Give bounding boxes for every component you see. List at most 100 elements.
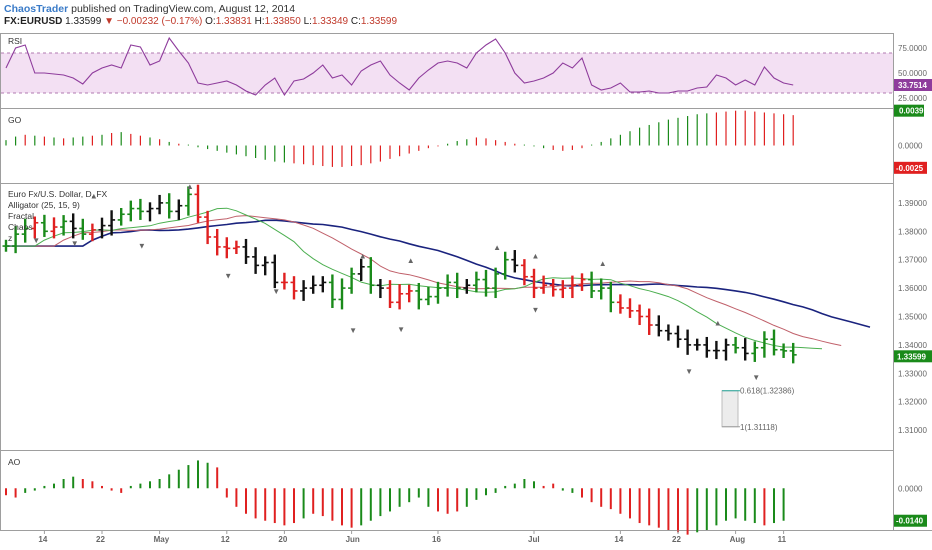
- close-label: C:: [350, 16, 361, 27]
- author-link[interactable]: ChaosTrader: [4, 3, 69, 15]
- price-bar: [444, 274, 452, 297]
- price-bar: [415, 282, 423, 310]
- ao-title: AO: [8, 457, 21, 467]
- symbol-name[interactable]: FX:EURUSD: [4, 16, 63, 27]
- price-bar: [357, 258, 365, 281]
- price-bar: [434, 281, 442, 304]
- price-bar: [261, 256, 269, 276]
- rsi-tick-label: 50.0000: [898, 69, 927, 78]
- time-axis-label: 20: [278, 535, 287, 544]
- price-bar: [674, 325, 682, 348]
- price-tick-label: 1.39000: [898, 199, 927, 208]
- price-bar: [386, 280, 394, 308]
- price-bar: [741, 338, 749, 361]
- price-bar: [69, 213, 77, 239]
- fractal-down-marker: ▼: [349, 326, 357, 335]
- price-bar: [655, 315, 663, 337]
- low-value: 1.33349: [311, 16, 349, 27]
- fractal-up-marker: ▲: [359, 251, 367, 260]
- price-bar: [751, 341, 759, 362]
- price-bar: [588, 271, 596, 299]
- price-last-badge: [894, 350, 932, 363]
- price-bar: [367, 257, 375, 294]
- price-bar: [271, 254, 279, 289]
- go-last-down-label: -0.0025: [896, 164, 924, 173]
- price-bar: [156, 194, 164, 215]
- time-axis-label: 22: [672, 535, 681, 544]
- go-up-badge: [894, 104, 924, 117]
- time-axis-label: Aug: [730, 535, 746, 544]
- fractal-up-marker: ▲: [532, 251, 540, 260]
- price-bar: [722, 338, 730, 361]
- rsi-tick-label: 75.0000: [898, 44, 927, 53]
- ao-last-label: -0.0140: [896, 517, 924, 526]
- time-axis-label: 11: [778, 535, 787, 544]
- price-bar: [98, 217, 106, 239]
- price-bar: [88, 223, 96, 242]
- price-legend-item: z: [8, 233, 12, 243]
- time-axis-label: 16: [432, 535, 441, 544]
- price-bar: [184, 186, 192, 216]
- go-last-up-label: 0.0039: [899, 107, 924, 116]
- time-axis-label: 22: [96, 535, 105, 544]
- rsi-last-label: 33.7514: [898, 81, 927, 90]
- price-bar: [626, 298, 634, 318]
- pane-frame: [0, 108, 894, 184]
- price-bar: [760, 331, 768, 358]
- time-axis-label: 12: [221, 535, 230, 544]
- price-bar: [501, 251, 509, 280]
- price-bar: [540, 275, 548, 294]
- fractal-down-marker: ▼: [138, 241, 146, 250]
- price-bar: [252, 247, 260, 274]
- alligator-lips-line: [6, 207, 823, 350]
- price-bar: [175, 199, 183, 220]
- fractal-up-marker: ▲: [90, 192, 98, 201]
- price-tick-label: 1.35000: [898, 313, 927, 322]
- rsi-tick-label: 25.0000: [898, 94, 927, 103]
- price-bar: [2, 239, 10, 252]
- price-change: −0.00232 (−0.17%): [116, 16, 203, 27]
- rsi-last-badge: [894, 79, 932, 91]
- go-down-badge: [894, 161, 927, 174]
- price-bar: [530, 268, 538, 299]
- price-tick-label: 1.33000: [898, 369, 927, 378]
- price-bar: [492, 267, 500, 299]
- time-axis-label: 14: [614, 535, 623, 544]
- last-price: 1.33599: [65, 16, 102, 27]
- price-bar: [453, 272, 461, 299]
- price-bar: [578, 273, 586, 291]
- price-bar: [50, 217, 58, 239]
- price-bar: [376, 279, 384, 299]
- rsi-line: [5, 36, 794, 97]
- fractal-down-marker: ▼: [752, 373, 760, 382]
- close-value: 1.33599: [360, 16, 398, 27]
- fractal-down-marker: ▼: [532, 306, 540, 315]
- price-bar: [405, 284, 413, 303]
- fractal-down-marker: ▼: [71, 239, 79, 248]
- open-value: 1.33831: [215, 16, 252, 27]
- fractal-down-marker: ▼: [397, 325, 405, 334]
- fractal-down-marker: ▼: [224, 272, 232, 281]
- fractal-down-marker: ▼: [272, 287, 280, 296]
- ao-last-badge: [894, 514, 927, 527]
- price-bar: [348, 267, 356, 294]
- alligator-teeth-line: [6, 215, 842, 346]
- price-bar: [636, 304, 644, 326]
- price-legend-item: Fractal: [8, 211, 34, 221]
- price-bar: [424, 286, 432, 306]
- price-tick-label: 1.34000: [898, 341, 927, 350]
- price-bar: [165, 193, 173, 219]
- price-bar: [703, 336, 711, 358]
- price-bar: [60, 215, 68, 236]
- price-bar: [568, 275, 576, 299]
- go-title: GO: [8, 115, 22, 125]
- price-bar: [645, 308, 653, 335]
- fractal-down-marker: ▼: [685, 367, 693, 376]
- price-bar: [664, 324, 672, 341]
- price-bar: [309, 275, 317, 294]
- high-value: 1.33850: [264, 16, 301, 27]
- price-bar: [290, 276, 298, 300]
- fib-1-label: 1(1.31118): [740, 423, 778, 432]
